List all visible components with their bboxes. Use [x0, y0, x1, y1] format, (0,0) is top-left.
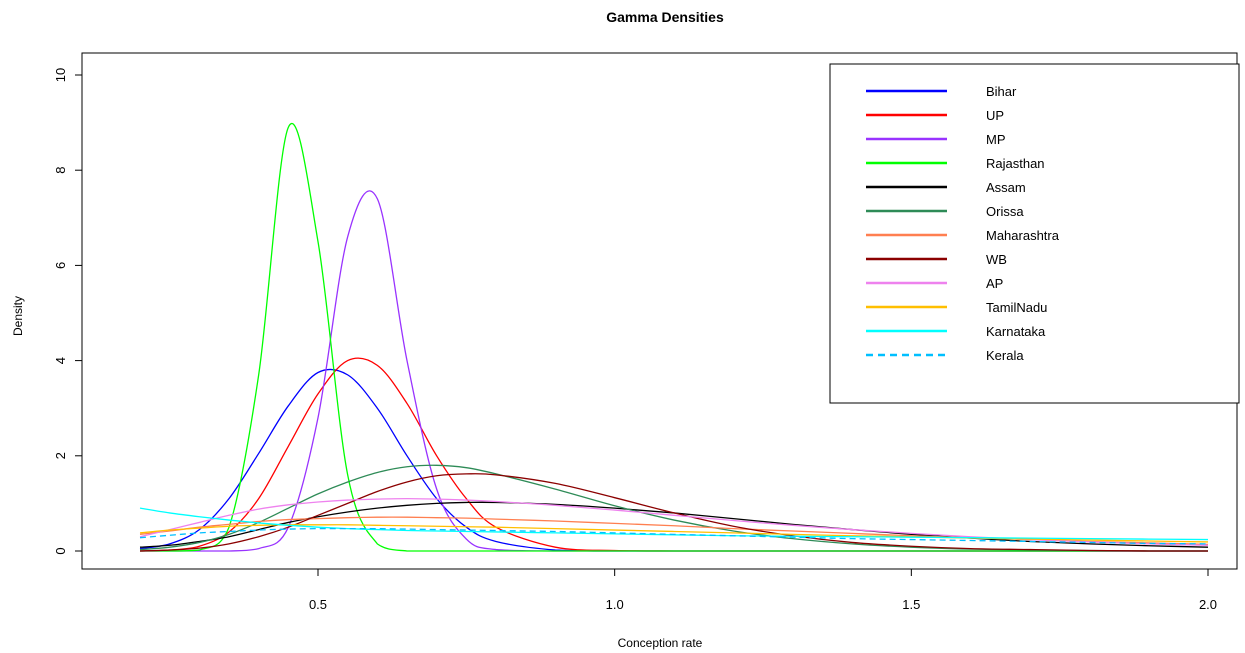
series-line-kerala: [139, 527, 1209, 545]
chart-title: Gamma Densities: [606, 9, 724, 25]
legend-label: TamilNadu: [986, 300, 1047, 315]
x-tick-label: 2.0: [1199, 597, 1217, 612]
legend-label: Assam: [986, 180, 1026, 195]
legend-box: [829, 63, 1240, 404]
y-axis-label: Density: [11, 296, 25, 336]
y-tick-label: 4: [53, 357, 68, 364]
y-tick-label: 10: [53, 68, 68, 82]
legend-label: Kerala: [986, 348, 1024, 363]
y-axis: 0 2 4 6 8 10: [53, 68, 83, 555]
legend-label: MP: [986, 132, 1006, 147]
legend-label: WB: [986, 252, 1007, 267]
series-line-rajasthan: [140, 123, 1208, 552]
series-line-tamilnadu: [139, 524, 1209, 543]
legend-label: Maharashtra: [986, 228, 1060, 243]
legend-label: Rajasthan: [986, 156, 1045, 171]
x-axis-label: Conception rate: [618, 636, 703, 650]
series-line-ap: [139, 497, 1209, 546]
series-curves: [139, 123, 1209, 552]
x-tick-label: 1.0: [606, 597, 624, 612]
legend-label: Bihar: [986, 84, 1017, 99]
x-tick-label: 0.5: [309, 597, 327, 612]
legend-label: UP: [986, 108, 1004, 123]
series-line-karnataka: [139, 507, 1209, 541]
x-tick-label: 1.5: [902, 597, 920, 612]
legend-label: AP: [986, 276, 1003, 291]
x-axis: 0.5 1.0 1.5 2.0: [309, 568, 1217, 612]
series-line-wb: [139, 473, 1208, 552]
y-tick-label: 2: [53, 452, 68, 459]
legend-label: Orissa: [986, 204, 1024, 219]
y-tick-label: 0: [53, 547, 68, 554]
legend: Bihar UP MP Rajasthan Assam Orissa Maharashtra…: [829, 63, 1240, 404]
legend-label: Karnataka: [986, 324, 1046, 339]
y-tick-label: 8: [53, 167, 68, 174]
y-tick-label: 6: [53, 262, 68, 269]
